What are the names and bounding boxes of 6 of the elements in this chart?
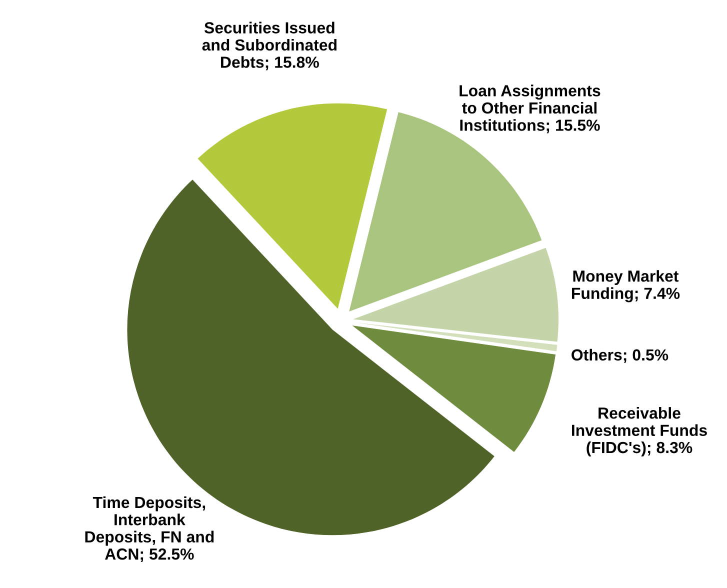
slice-label: Loan Assignments to Other Financial Institutions; 15.5% (460, 84, 600, 134)
slice-label: Securities Issued and Subordinated Debts; 15.8% (202, 22, 336, 70)
slice-label: Receivable Investment Funds (FIDC's); 8.3% (572, 407, 707, 456)
slice-label: Time Deposits, Interbank Deposits, FN and ACN; 52.5% (85, 496, 214, 562)
slice-label: Money Market Funding; 7.4% (572, 270, 680, 302)
slice-label: Others; 0.5% (572, 348, 668, 363)
